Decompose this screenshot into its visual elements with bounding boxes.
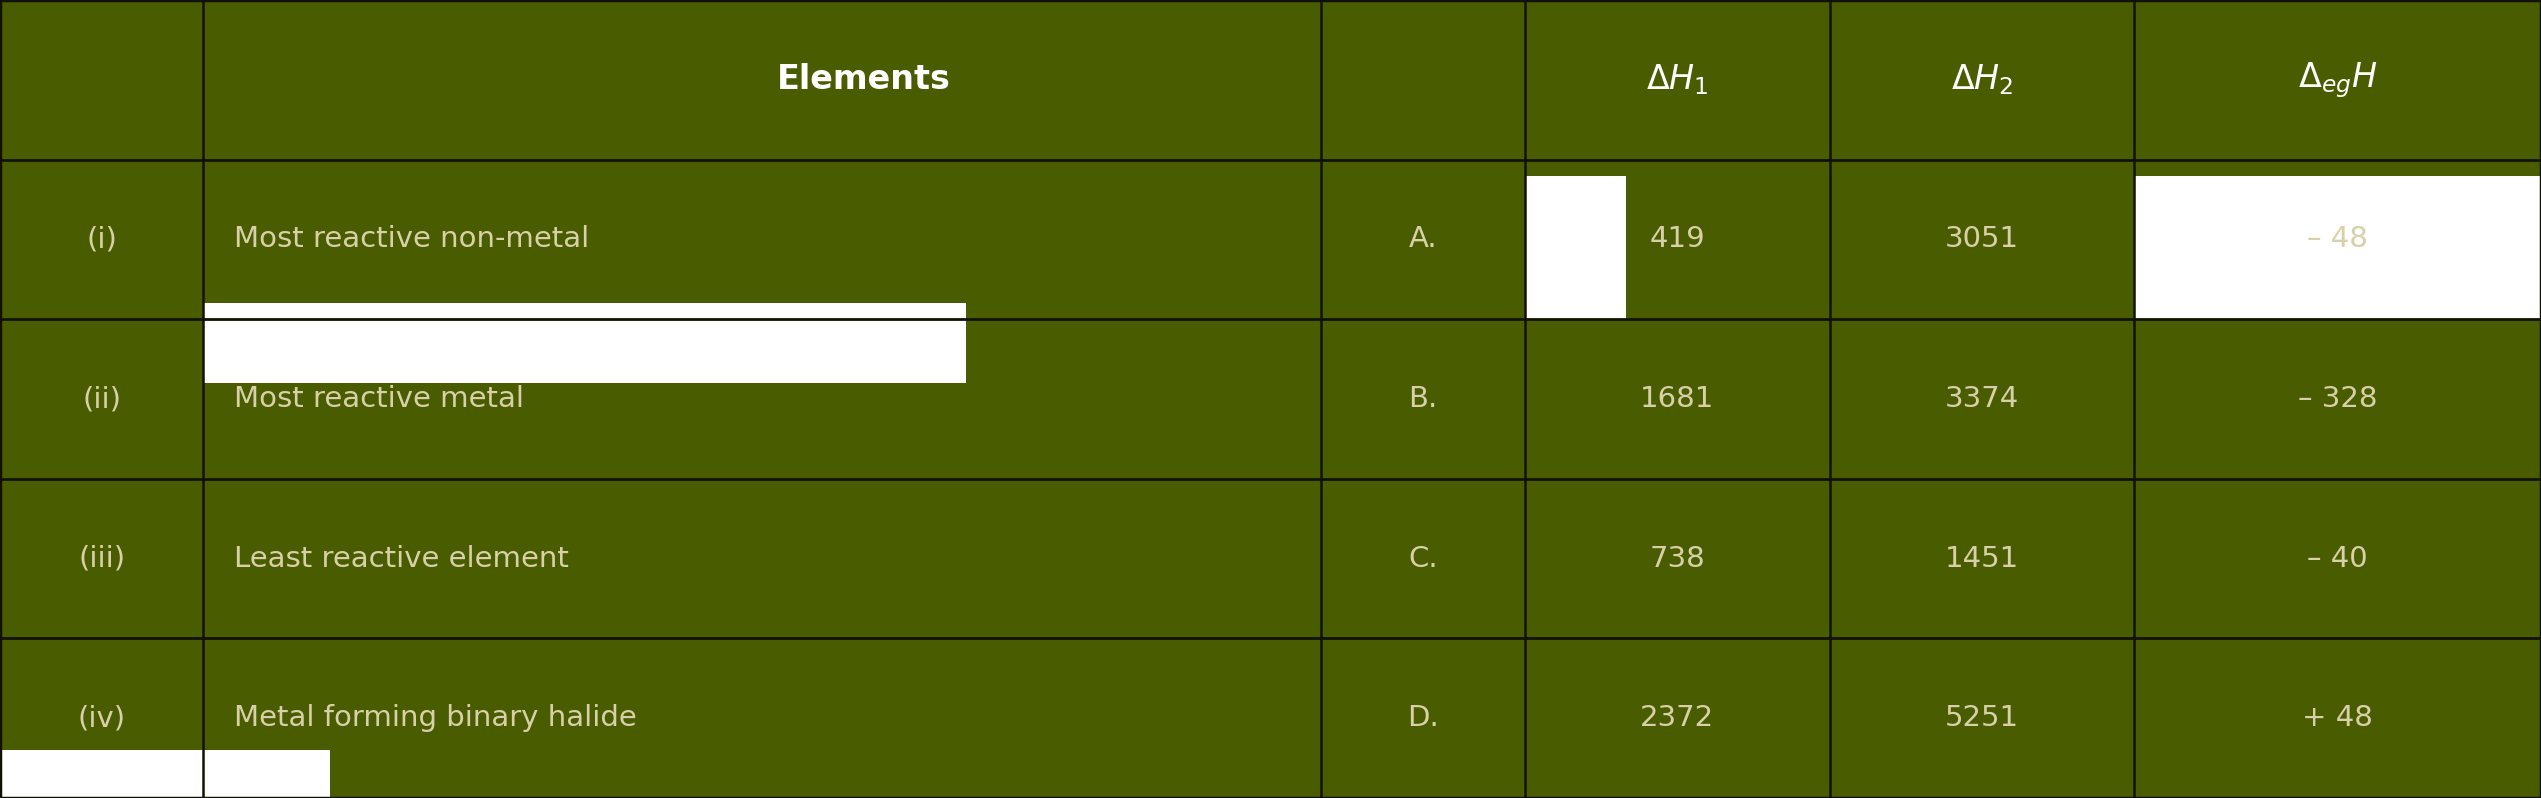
Text: Most reactive metal: Most reactive metal [234,385,523,413]
Text: Least reactive element: Least reactive element [234,544,569,573]
Text: (i): (i) [86,225,117,254]
Text: 419: 419 [1649,225,1705,254]
Text: (iv): (iv) [79,704,125,733]
Text: 1681: 1681 [1639,385,1715,413]
Text: A.: A. [1408,225,1438,254]
Text: – 40: – 40 [2307,544,2368,573]
Text: 1451: 1451 [1944,544,2020,573]
Text: $\Delta H_2$: $\Delta H_2$ [1951,62,2012,97]
Text: 2372: 2372 [1639,704,1715,733]
Text: 738: 738 [1649,544,1705,573]
Text: – 48: – 48 [2307,225,2368,254]
Text: B.: B. [1408,385,1438,413]
Text: (iii): (iii) [79,544,125,573]
Text: Metal forming binary halide: Metal forming binary halide [234,704,638,733]
Text: 3051: 3051 [1944,225,2020,254]
Bar [0,750,330,798]
Text: (ii): (ii) [81,385,122,413]
Bar [203,303,966,383]
Text: C.: C. [1408,544,1438,573]
Bar [1525,176,1626,319]
Bar [2134,176,2541,319]
Text: D.: D. [1408,704,1438,733]
Text: 5251: 5251 [1944,704,2020,733]
Text: – 328: – 328 [2297,385,2378,413]
Text: $\Delta_{eg} H$: $\Delta_{eg} H$ [2297,60,2378,100]
Text: Elements: Elements [778,63,950,97]
Text: $\Delta H_1$: $\Delta H_1$ [1647,62,1708,97]
Text: Most reactive non-metal: Most reactive non-metal [234,225,590,254]
Text: 3374: 3374 [1944,385,2020,413]
Text: + 48: + 48 [2302,704,2373,733]
